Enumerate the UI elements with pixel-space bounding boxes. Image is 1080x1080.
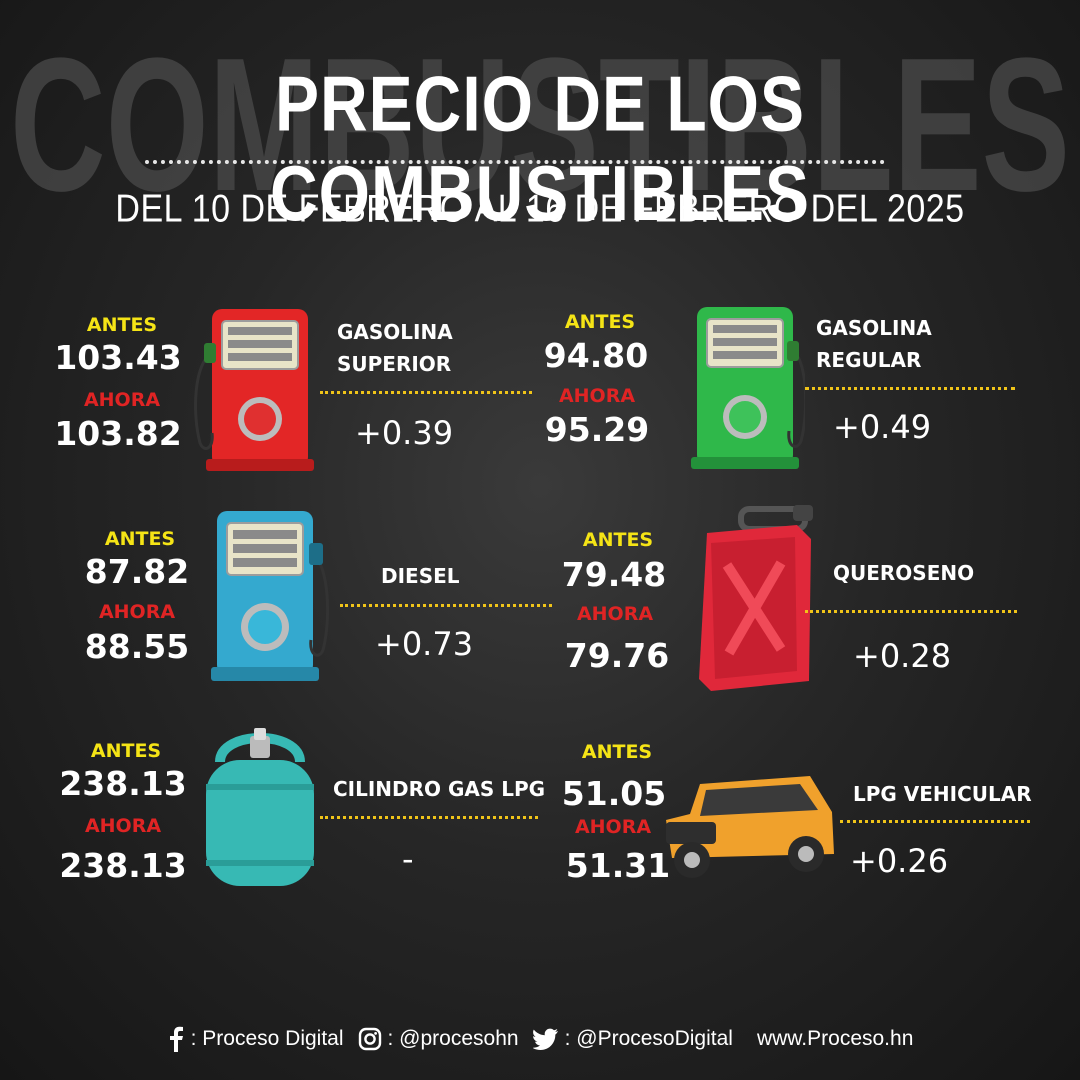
facebook-icon [169,1026,183,1052]
instagram-link[interactable]: : @procesohn [358,1027,519,1051]
price-change: +0.26 [850,842,949,880]
price-change: +0.49 [833,408,932,446]
website-link[interactable]: www.Proceso.hn [747,1027,913,1051]
title-divider [145,160,885,164]
gas-cylinder-icon [206,728,314,886]
divider-line [320,391,532,394]
divider-line [320,816,538,819]
red-jerrycan-icon [699,505,813,691]
now-price: 79.76 [564,636,670,675]
before-label: ANTES [104,528,176,550]
before-price: 79.48 [561,555,667,594]
red-fuel-pump-icon [194,309,314,471]
now-price: 51.31 [565,846,671,885]
now-label: AHORA [558,385,636,407]
now-label: AHORA [83,389,161,411]
fuel-name: GASOLINA REGULAR [816,316,932,372]
fuel-name: CILINDRO GAS LPG [333,777,546,801]
price-change: +0.39 [355,414,454,452]
price-change: +0.73 [375,625,474,663]
now-price: 95.29 [544,410,650,449]
blue-fuel-pump-icon [211,511,330,681]
now-label: AHORA [576,603,654,625]
now-price: 103.82 [54,414,182,453]
before-price: 51.05 [561,774,667,813]
twitter-handle: : @ProcesoDigital [564,1027,733,1050]
divider-line [805,610,1017,613]
instagram-icon [358,1027,381,1051]
watermark-text: COMBUSTIBLES [10,19,1070,210]
before-label: ANTES [564,311,636,333]
date-range: DEL 10 DE FEBRERO AL 16 DE FEBRERO DEL 2… [115,187,965,231]
before-price: 94.80 [543,336,649,375]
twitter-bird-icon [532,1028,558,1050]
website-url: www.Proceso.hn [756,1027,914,1050]
now-label: AHORA [98,601,176,623]
before-label: ANTES [582,529,654,551]
twitter-link[interactable]: : @ProcesoDigital [532,1027,733,1051]
price-change: +0.28 [853,637,952,675]
fuel-name: LPG VEHICULAR [853,782,1032,806]
watermark: COMBUSTIBLES [10,19,1070,210]
before-price: 87.82 [84,552,190,591]
footer: : Proceso Digital : @procesohn : @Proces… [0,1022,1080,1056]
before-price: 238.13 [59,764,187,803]
before-label: ANTES [86,314,158,336]
green-fuel-pump-icon [691,307,805,469]
fuel-name: QUEROSENO [833,561,975,585]
now-price: 88.55 [84,627,190,666]
before-label: ANTES [90,740,162,762]
fuel-name: GASOLINA SUPERIOR [337,320,453,376]
now-label: AHORA [574,816,652,838]
divider-line [840,820,1030,823]
facebook-link[interactable]: : Proceso Digital [167,1026,344,1052]
before-price: 103.43 [54,338,182,377]
orange-car-icon [666,776,834,878]
now-price: 238.13 [59,846,187,885]
now-label: AHORA [84,815,162,837]
fuel-name: DIESEL [381,564,460,588]
price-change: - [402,840,414,878]
before-label: ANTES [581,741,653,763]
divider-line [805,387,1015,390]
instagram-handle: : @procesohn [387,1027,519,1050]
facebook-handle: : Proceso Digital [190,1027,344,1050]
divider-line [340,604,552,607]
